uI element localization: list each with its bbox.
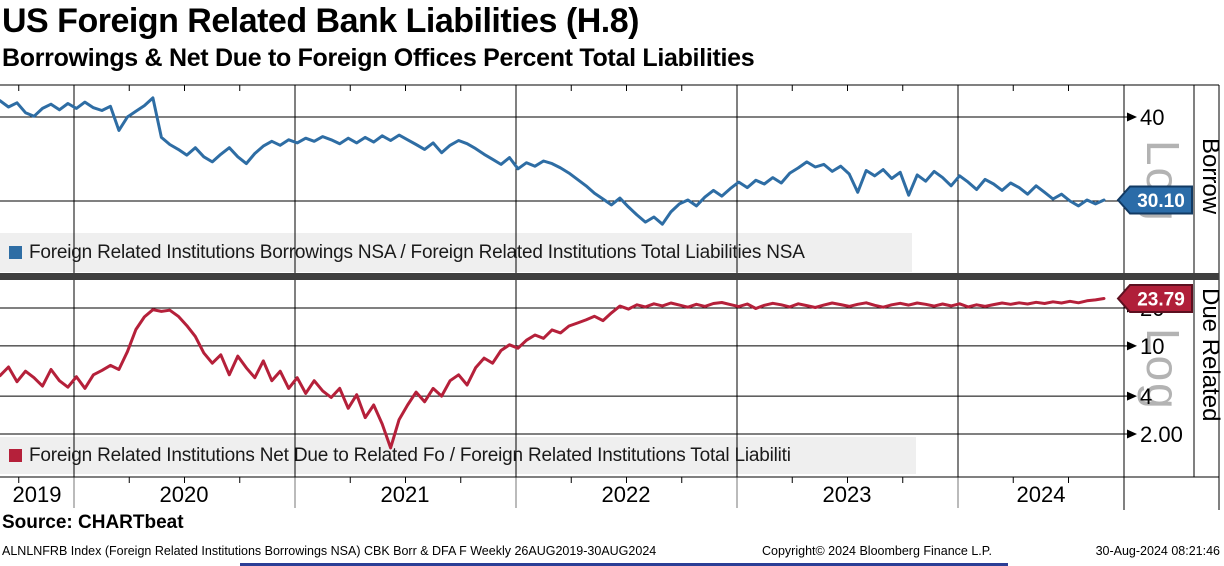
page-title: US Foreign Related Bank Liabilities (H.8…: [2, 2, 639, 40]
bottom-legend: Foreign Related Institutions Net Due to …: [0, 437, 916, 474]
timestamp: 30-Aug-2024 08:21:46: [1095, 544, 1220, 558]
tick-arrow-head: [1127, 112, 1137, 122]
ticker-description: ALNLNFRB Index (Foreign Related Institut…: [2, 544, 657, 558]
borrow-series-line: [0, 96, 1106, 226]
due-series-line: [0, 297, 1106, 450]
due-series-label: Foreign Related Institutions Net Due to …: [29, 444, 791, 466]
y-tick-label: 20: [1140, 296, 1164, 321]
source-label: Source: CHARTbeat: [2, 512, 184, 533]
y-tick-label: 40: [1140, 105, 1164, 130]
year-label-2022: 2022: [601, 482, 651, 507]
panel-divider: [0, 273, 1219, 280]
borrow-series-marker: [9, 246, 22, 259]
year-label-2024: 2024: [1016, 482, 1066, 507]
due-price-tag: [1116, 284, 1193, 314]
bottom-axis-title: Due Related: [1197, 288, 1224, 422]
year-label-2020: 2020: [159, 482, 209, 507]
log-scale-watermark-bottom: Log: [1137, 328, 1189, 411]
tick-arrow-head: [1127, 303, 1137, 313]
y-tick-label: 2.00: [1140, 422, 1183, 447]
year-label-2021: 2021: [380, 482, 430, 507]
top-axis-title: Borrow: [1197, 138, 1224, 215]
log-scale-watermark-top: Log: [1137, 140, 1189, 223]
due-series-marker: [9, 449, 22, 462]
top-legend-strip: [0, 233, 912, 272]
due-price-tag-label: 23.79: [1137, 290, 1185, 311]
year-label-2019: 2019: [12, 482, 62, 507]
top-legend: Foreign Related Institutions Borrowings …: [0, 233, 912, 272]
year-label-2023: 2023: [822, 482, 872, 507]
tick-arrow-head: [1127, 429, 1137, 439]
page-subtitle: Borrowings & Net Due to Foreign Offices …: [2, 44, 755, 72]
copyright-text: Copyright© 2024 Bloomberg Finance L.P.: [762, 544, 992, 558]
borrow-series-label: Foreign Related Institutions Borrowings …: [29, 241, 805, 263]
